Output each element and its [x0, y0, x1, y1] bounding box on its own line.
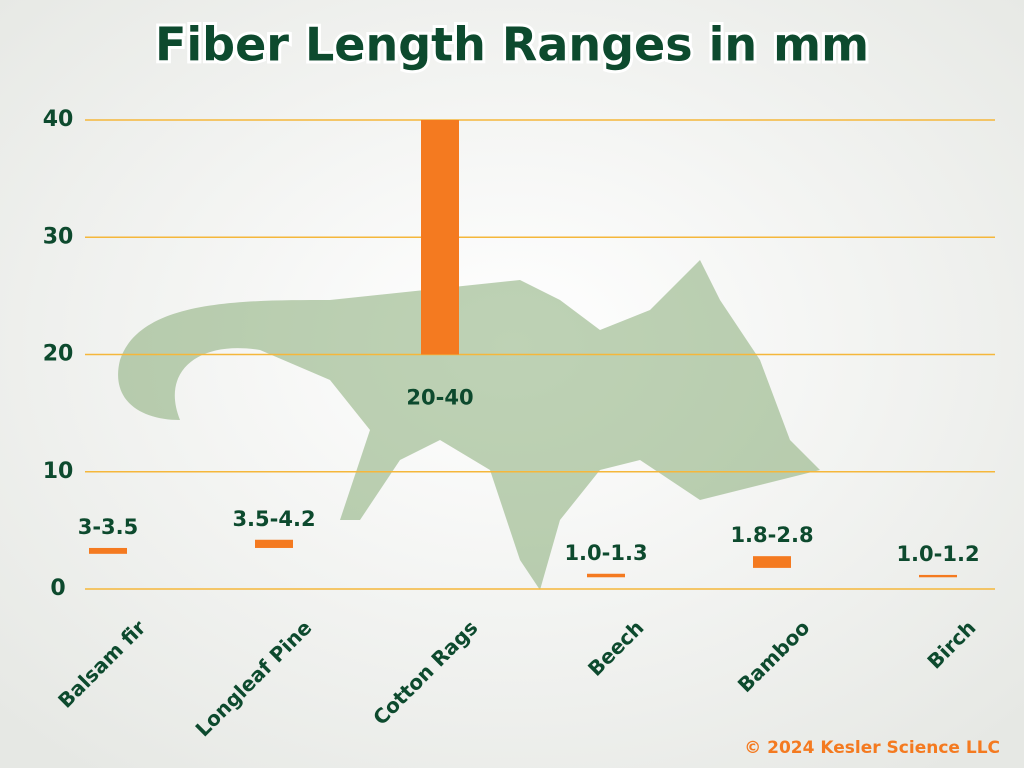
- y-tick-label: 30: [43, 224, 74, 249]
- bar: [255, 539, 293, 548]
- y-tick-label: 10: [43, 459, 74, 484]
- value-label: 1.8-2.8: [730, 523, 813, 547]
- origami-background: [118, 260, 821, 590]
- chart-title: Fiber Length Ranges in mm: [155, 18, 869, 72]
- bar: [89, 547, 127, 554]
- value-label: 1.0-1.3: [564, 541, 647, 565]
- value-label: 3-3.5: [78, 515, 139, 539]
- y-tick-label: 40: [43, 107, 74, 132]
- y-tick-label: 20: [43, 342, 74, 367]
- bar: [753, 556, 791, 568]
- footer: © 2024 Kesler Science LLC: [744, 738, 1000, 758]
- value-label: 1.0-1.2: [896, 542, 979, 566]
- bar: [919, 574, 957, 578]
- bar: [421, 120, 459, 355]
- y-tick-label: 0: [50, 576, 65, 601]
- value-label: 20-40: [406, 386, 473, 410]
- bar: [587, 573, 625, 578]
- value-label: 3.5-4.2: [232, 507, 315, 531]
